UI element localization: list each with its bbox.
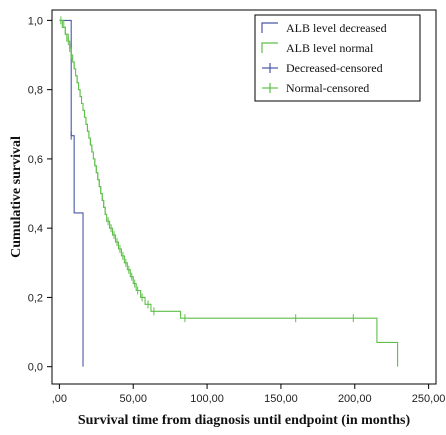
y-tick-label: 0,4 [28,223,43,235]
legend-label: ALB level decreased [286,21,387,35]
series-line-decreased [59,19,84,367]
y-tick-label: 1,0 [28,15,43,27]
x-axis: ,00 50,00 100,00 150,00 200,00 250,00 [52,384,446,405]
legend-box [254,14,421,102]
y-tick-label: 0,6 [28,154,43,166]
y-axis-title: Cumulative survival [9,136,24,258]
legend-label: Decreased-censored [286,61,383,75]
legend-label: ALB level normal [286,41,374,55]
y-axis: 0,0 0,2 0,4 0,6 0,8 1,0 [28,15,52,374]
x-axis-title: Survival time from diagnosis until endpo… [78,413,411,428]
legend-line-symbol [261,42,278,53]
x-tick-label: 200,00 [338,393,372,405]
x-tick-label: ,00 [52,393,67,405]
y-tick-label: 0,8 [28,85,43,97]
x-tick-label: 100,00 [190,393,224,405]
plot-frame [51,9,437,385]
legend-line-symbol [261,22,278,33]
legend: ALB level decreased ALB level normal Decre… [254,14,421,102]
x-tick-label: 150,00 [264,393,298,405]
x-tick-label: 250,00 [412,393,446,405]
y-tick-label: 0,2 [28,292,43,304]
y-tick-label: 0,0 [28,362,43,374]
legend-label: Normal-censored [286,81,369,95]
x-tick-label: 50,00 [119,393,147,405]
series-layer [59,16,399,367]
